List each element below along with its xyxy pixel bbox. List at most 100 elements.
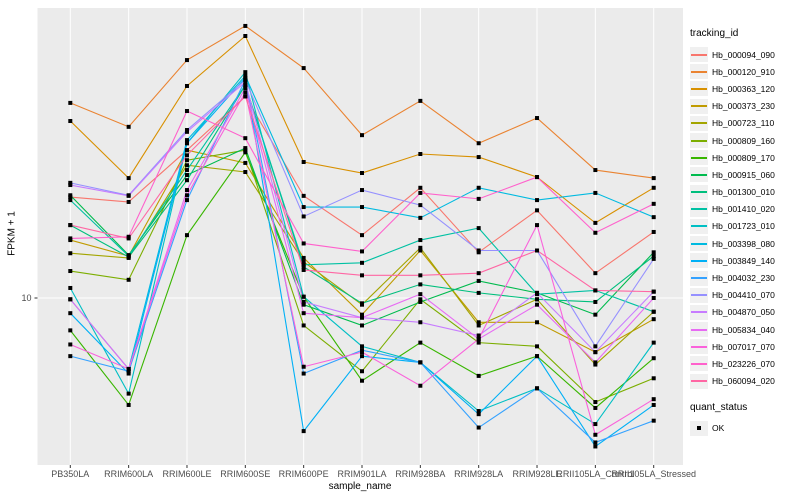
data-point [301,294,306,299]
data-point [68,285,73,290]
data-point [593,432,598,437]
data-point [418,203,423,208]
data-point [243,160,248,165]
data-point [68,223,73,228]
legend-item-label: Hb_005834_040 [712,324,775,335]
data-point [301,160,306,165]
data-point [476,333,481,338]
data-point [68,193,73,198]
data-point [476,340,481,345]
data-point [651,376,656,381]
legend-item-label: Hb_000120_910 [712,66,775,77]
legend-item-Hb_001300_010: Hb_001300_010 [690,184,800,201]
legend-item-label: Hb_000094_090 [712,49,775,60]
data-point [535,116,540,121]
data-point [651,356,656,361]
legend-key [690,339,708,355]
line-swatch-icon [691,156,707,159]
data-point [184,193,189,198]
data-point [301,311,306,316]
data-point [593,220,598,225]
data-point [243,148,248,153]
data-point [535,297,540,302]
data-point [593,405,598,410]
legend-key [690,133,708,149]
data-point [418,299,423,304]
data-point [535,223,540,228]
data-point [418,215,423,220]
data-point [593,444,598,449]
legend-item-Hb_000809_170: Hb_000809_170 [690,149,800,166]
legend-item-Hb_060094_020: Hb_060094_020 [690,373,800,390]
data-point [243,90,248,95]
data-point [535,175,540,180]
data-point [301,66,306,71]
legend-key [690,236,708,252]
legend-item-label: Hb_000363_120 [712,83,775,94]
data-point [418,282,423,287]
data-point [476,320,481,325]
quant-status-legend: quant_status OK [690,402,800,437]
data-point [243,83,248,88]
line-swatch-icon [691,70,707,73]
data-point [593,362,598,367]
data-point [68,180,73,185]
legend-item-label: Hb_004410_070 [712,290,775,301]
data-point [184,233,189,238]
data-point [535,386,540,391]
data-point [301,364,306,369]
data-point [418,190,423,195]
data-point [476,196,481,201]
x-tick-label: RRIM928BA [395,469,445,479]
legend-key [690,184,708,200]
line-swatch-icon [691,53,707,56]
line-swatch-icon [691,345,707,348]
data-point [651,185,656,190]
data-point [593,400,598,405]
data-point [418,292,423,297]
data-point [593,299,598,304]
line-swatch-icon [691,191,707,194]
data-point [360,301,364,306]
data-point [360,315,364,320]
legend-item-Hb_000809_160: Hb_000809_160 [690,132,800,149]
line-swatch-icon [691,208,707,211]
data-point [184,148,189,153]
data-point [243,170,248,175]
data-point [360,171,364,176]
legend-item-Hb_000915_060: Hb_000915_060 [690,166,800,183]
data-point [126,254,131,259]
legend-key [690,167,708,183]
data-point [418,383,423,388]
data-point [360,312,364,317]
data-point [301,193,306,198]
data-point [301,302,306,307]
data-point [184,58,189,63]
data-point [360,249,364,254]
data-point [126,124,131,129]
data-point [418,185,423,190]
data-point [535,208,540,213]
legend-item-label: Hb_004870_050 [712,307,775,318]
data-point [476,278,481,283]
data-point [126,193,131,198]
x-axis-title: sample_name [328,481,392,492]
data-point [418,238,423,243]
data-point [360,378,364,383]
data-point [243,136,248,141]
legend-item-Hb_004032_230: Hb_004032_230 [690,269,800,286]
line-swatch-icon [691,122,707,125]
data-point [360,233,364,238]
data-point [68,251,73,256]
data-point [651,296,656,300]
data-point [535,354,540,359]
data-point [535,198,540,203]
data-point [476,412,481,417]
data-point [651,418,656,423]
data-point [476,155,481,160]
data-point [476,185,481,190]
data-point [651,289,656,294]
legend-item-Hb_001723_010: Hb_001723_010 [690,218,800,235]
data-point [68,342,73,347]
